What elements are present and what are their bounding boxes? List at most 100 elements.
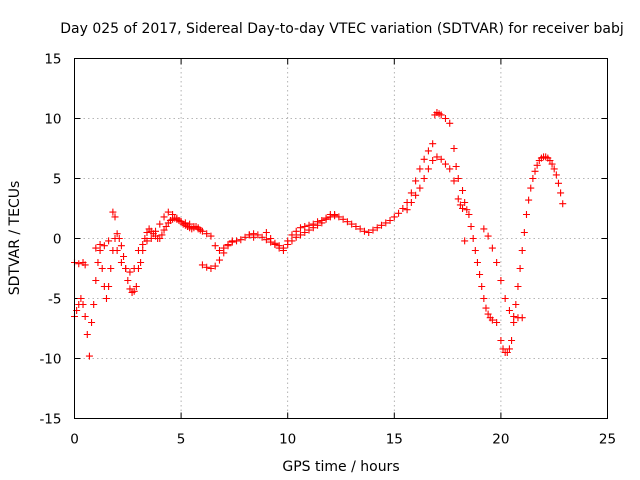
data-point-main-track: [554, 179, 562, 187]
data-point-main-track: [102, 295, 110, 302]
data-point-secondary-track: [160, 213, 168, 221]
data-point-main-track: [390, 213, 398, 221]
y-tick-label: 15: [44, 52, 61, 68]
data-point-main-track: [476, 271, 484, 278]
data-point-main-track: [160, 226, 168, 234]
data-point-secondary-track: [429, 157, 437, 164]
data-point-secondary-track: [198, 227, 206, 235]
data-point-secondary-track: [459, 205, 467, 212]
data-point-main-track: [81, 313, 89, 320]
data-point-main-track: [301, 229, 309, 236]
data-point-main-track: [420, 155, 428, 163]
data-point-main-track: [215, 256, 223, 264]
data-point-main-track: [143, 229, 151, 236]
data-point-secondary-track: [305, 221, 313, 229]
data-point-main-track: [137, 259, 145, 266]
data-point-main-track: [505, 345, 513, 353]
data-point-main-track: [503, 349, 511, 356]
data-point-secondary-track: [412, 191, 420, 199]
data-point-main-track: [488, 316, 496, 324]
data-point-main-track: [373, 224, 381, 232]
data-point-secondary-track: [441, 160, 449, 168]
data-point-secondary-track: [292, 227, 300, 235]
data-point-main-track: [92, 277, 100, 284]
x-tick-label: 10: [279, 432, 296, 448]
data-point-main-track: [459, 187, 467, 194]
data-point-main-track: [441, 115, 449, 122]
data-point-main-track: [527, 184, 535, 192]
data-point-secondary-track: [318, 217, 326, 224]
data-point-main-track: [514, 283, 522, 290]
data-point-main-track: [115, 235, 123, 242]
data-point-main-track: [416, 165, 424, 173]
data-point-main-track: [378, 221, 386, 229]
data-point-secondary-track: [309, 220, 317, 228]
data-point-secondary-track: [497, 277, 505, 284]
data-point-secondary-track: [407, 199, 415, 206]
data-point-secondary-track: [207, 232, 215, 240]
data-point-secondary-track: [139, 241, 147, 248]
data-point-secondary-track: [134, 247, 142, 254]
data-point-secondary-track: [186, 220, 194, 228]
y-tick-label: 5: [53, 172, 62, 188]
data-point-main-track: [424, 147, 432, 155]
data-point-main-track: [262, 236, 270, 244]
data-point-main-track: [480, 295, 488, 302]
data-point-main-track: [499, 345, 507, 353]
data-point-main-track: [473, 259, 481, 266]
data-point-secondary-track: [420, 175, 428, 182]
data-point-main-track: [522, 211, 530, 218]
data-point-secondary-track: [220, 244, 228, 252]
y-tick-label: -10: [39, 352, 61, 368]
data-point-secondary-track: [245, 231, 253, 239]
data-point-secondary-track: [111, 213, 119, 221]
data-point-secondary-track: [279, 244, 287, 252]
data-point-main-track: [533, 161, 541, 169]
data-point-main-track: [463, 206, 471, 214]
data-point-main-track: [339, 215, 347, 223]
data-point-main-track: [241, 233, 249, 241]
data-point-secondary-track: [488, 244, 496, 252]
data-point-main-track: [113, 230, 121, 238]
data-point-main-track: [292, 233, 300, 241]
x-tick-label: 5: [177, 432, 186, 448]
data-point-secondary-track: [96, 241, 104, 248]
data-point-main-track: [559, 200, 567, 208]
data-point-main-track: [461, 199, 469, 206]
data-point-main-track: [105, 283, 113, 290]
data-point-secondary-track: [156, 220, 164, 228]
data-point-secondary-track: [109, 208, 117, 216]
x-tick-label: 25: [599, 432, 616, 448]
axis-tick-labels: 0 5 10 15 20 25 -15 -10 -5 0 5 10 15: [39, 52, 616, 448]
data-point-secondary-track: [194, 225, 202, 233]
data-point-main-track: [365, 229, 373, 236]
data-point-secondary-track: [326, 211, 334, 218]
data-point-main-track: [126, 285, 134, 293]
data-point-main-track: [557, 189, 565, 197]
data-point-secondary-track: [501, 295, 509, 302]
data-point-secondary-track: [461, 237, 469, 245]
data-point-secondary-track: [92, 244, 100, 252]
data-point-main-track: [356, 225, 364, 233]
data-point-main-track: [207, 265, 215, 272]
data-point-secondary-track: [322, 214, 330, 222]
x-tick-label: 20: [492, 432, 509, 448]
x-axis-label: GPS time / hours: [282, 459, 399, 475]
data-point-secondary-track: [518, 314, 526, 322]
data-point-main-track: [203, 263, 211, 271]
data-point-main-track: [518, 247, 526, 254]
data-point-main-track: [156, 235, 164, 242]
data-point-main-track: [254, 231, 262, 239]
data-point-secondary-track: [177, 218, 185, 226]
data-point-main-track: [512, 301, 520, 308]
data-point-secondary-track: [130, 265, 138, 272]
y-axis-label: SDTVAR / TECUs: [7, 181, 23, 296]
data-point-secondary-track: [416, 184, 424, 192]
data-point-secondary-track: [275, 242, 283, 250]
data-point-main-track: [429, 140, 437, 148]
data-point-main-track: [335, 213, 343, 221]
data-point-main-track: [90, 301, 98, 308]
data-point-secondary-track: [122, 265, 130, 272]
y-tick-label: 10: [44, 112, 61, 128]
data-point-main-track: [120, 253, 128, 260]
